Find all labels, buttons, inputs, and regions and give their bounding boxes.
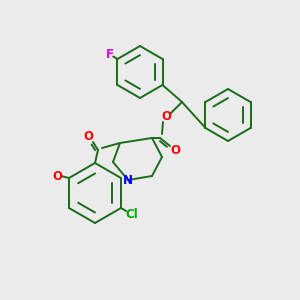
- Text: O: O: [83, 130, 93, 143]
- Text: O: O: [52, 169, 62, 182]
- Text: N: N: [123, 173, 133, 187]
- Text: O: O: [170, 143, 180, 157]
- Text: Cl: Cl: [125, 208, 138, 220]
- Text: F: F: [106, 48, 114, 61]
- Text: O: O: [161, 110, 171, 124]
